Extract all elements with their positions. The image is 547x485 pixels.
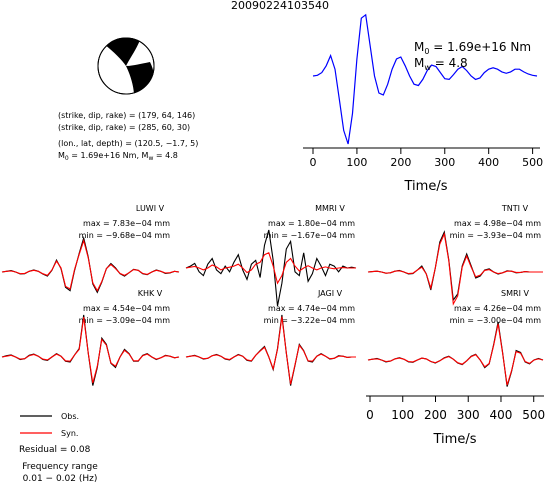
stf-line	[312, 13, 538, 145]
synthetic-trace	[1, 238, 180, 292]
station-panel: LUWI V max = 7.83e−04 mm min = −9.68e−04 m…	[1, 204, 180, 294]
stf-x-axis-label: Time/s	[404, 179, 448, 194]
bottom-x-tick-label: 200	[424, 408, 447, 422]
station-name: JAGI V	[317, 289, 343, 298]
legend: Obs. Syn. Residual = 0.08 Frequency rang…	[19, 412, 98, 484]
synthetic-trace	[185, 252, 356, 285]
station-max: max = 4.26e−04 mm	[454, 304, 541, 313]
stf-x-tick-label: 400	[478, 156, 499, 169]
bottom-x-tick-label: 500	[522, 408, 545, 422]
moment-line: M0 = 1.69e+16 Nm, Mw = 4.8	[58, 151, 178, 162]
legend-obs-label: Obs.	[61, 412, 79, 421]
station-min: min = −1.67e−04 mm	[264, 231, 356, 240]
bottom-x-tick-label: 300	[457, 408, 480, 422]
bottom-time-axis: 0 100 200 300 400 500 Time/s	[366, 395, 545, 447]
observed-trace	[185, 229, 357, 307]
station-panels: LUWI V max = 7.83e−04 mm min = −9.68e−04 m…	[1, 204, 544, 387]
station-panel: JAGI V max = 4.74e−04 mm min = −3.22e−04 m…	[185, 289, 356, 386]
synthetic-trace	[367, 232, 543, 306]
station-name: KHK V	[138, 289, 163, 298]
station-name: MMRI V	[315, 204, 345, 213]
stf-x-tick-label: 300	[434, 156, 455, 169]
station-name: LUWI V	[136, 204, 165, 213]
synthetic-trace	[185, 316, 356, 385]
frequency-range-title: Frequency range	[22, 462, 98, 472]
bottom-x-tick-label: 400	[490, 408, 513, 422]
station-min: min = −3.22e−04 mm	[264, 316, 356, 325]
station-name: SMRI V	[501, 289, 529, 298]
nodal-plane-2: (strike, dip, rake) = (285, 60, 30)	[58, 123, 190, 132]
observed-trace	[367, 321, 544, 387]
synthetic-trace	[1, 317, 180, 384]
station-min: min = −3.93e−04 mm	[450, 231, 542, 240]
mechanism-info: (strike, dip, rake) = (179, 64, 146) (st…	[58, 111, 198, 162]
source-time-function-panel: 0 100 200 300 400 500 M0 = 1.69e+16 Nm Mw = 4…	[303, 13, 543, 194]
station-min: min = −3.09e−04 mm	[79, 316, 171, 325]
bottom-x-tick-label: 0	[366, 408, 374, 422]
station-panel: KHK V max = 4.54e−04 mm min = −3.09e−04 mm	[1, 289, 180, 386]
bottom-x-axis-label: Time/s	[433, 432, 477, 447]
synthetic-trace	[367, 323, 544, 386]
observed-trace	[1, 235, 180, 294]
stf-x-tick-label: 0	[310, 156, 317, 169]
legend-syn-label: Syn.	[61, 429, 78, 438]
event-title: 20090224103540	[231, 0, 329, 12]
station-name: TNTI V	[501, 204, 529, 213]
observed-trace	[185, 314, 356, 386]
residual-text: Residual = 0.08	[19, 445, 91, 455]
frequency-range-value: 0.01 − 0.02 (Hz)	[23, 474, 98, 484]
station-max: max = 7.83e−04 mm	[83, 219, 170, 228]
location-depth: (lon., lat, depth) = (120.5, −1.7, 5)	[58, 139, 198, 148]
station-min: min = −3.00e−04 mm	[450, 316, 542, 325]
station-min: min = −9.68e−04 mm	[79, 231, 171, 240]
station-max: max = 4.98e−04 mm	[454, 219, 541, 228]
station-panel: TNTI V max = 4.98e−04 mm min = −3.93e−04 m…	[367, 204, 543, 306]
stf-x-tick-label: 200	[390, 156, 411, 169]
observed-trace	[1, 314, 180, 386]
stf-magnitude-label: Mw = 4.8	[414, 56, 468, 72]
bottom-x-tick-label: 100	[391, 408, 414, 422]
station-max: max = 4.54e−04 mm	[83, 304, 170, 313]
stf-x-tick-label: 500	[522, 156, 543, 169]
beachball	[97, 37, 155, 95]
station-panel: MMRI V max = 1.80e−04 mm min = −1.67e−04 m…	[185, 204, 357, 307]
nodal-plane-1: (strike, dip, rake) = (179, 64, 146)	[58, 111, 195, 120]
station-max: max = 1.80e−04 mm	[268, 219, 355, 228]
stf-x-tick-label: 100	[346, 156, 367, 169]
stf-moment-label: M0 = 1.69e+16 Nm	[414, 40, 531, 56]
station-panel: SMRI V max = 4.26e−04 mm min = −3.00e−04 m…	[367, 289, 544, 387]
station-max: max = 4.74e−04 mm	[268, 304, 355, 313]
